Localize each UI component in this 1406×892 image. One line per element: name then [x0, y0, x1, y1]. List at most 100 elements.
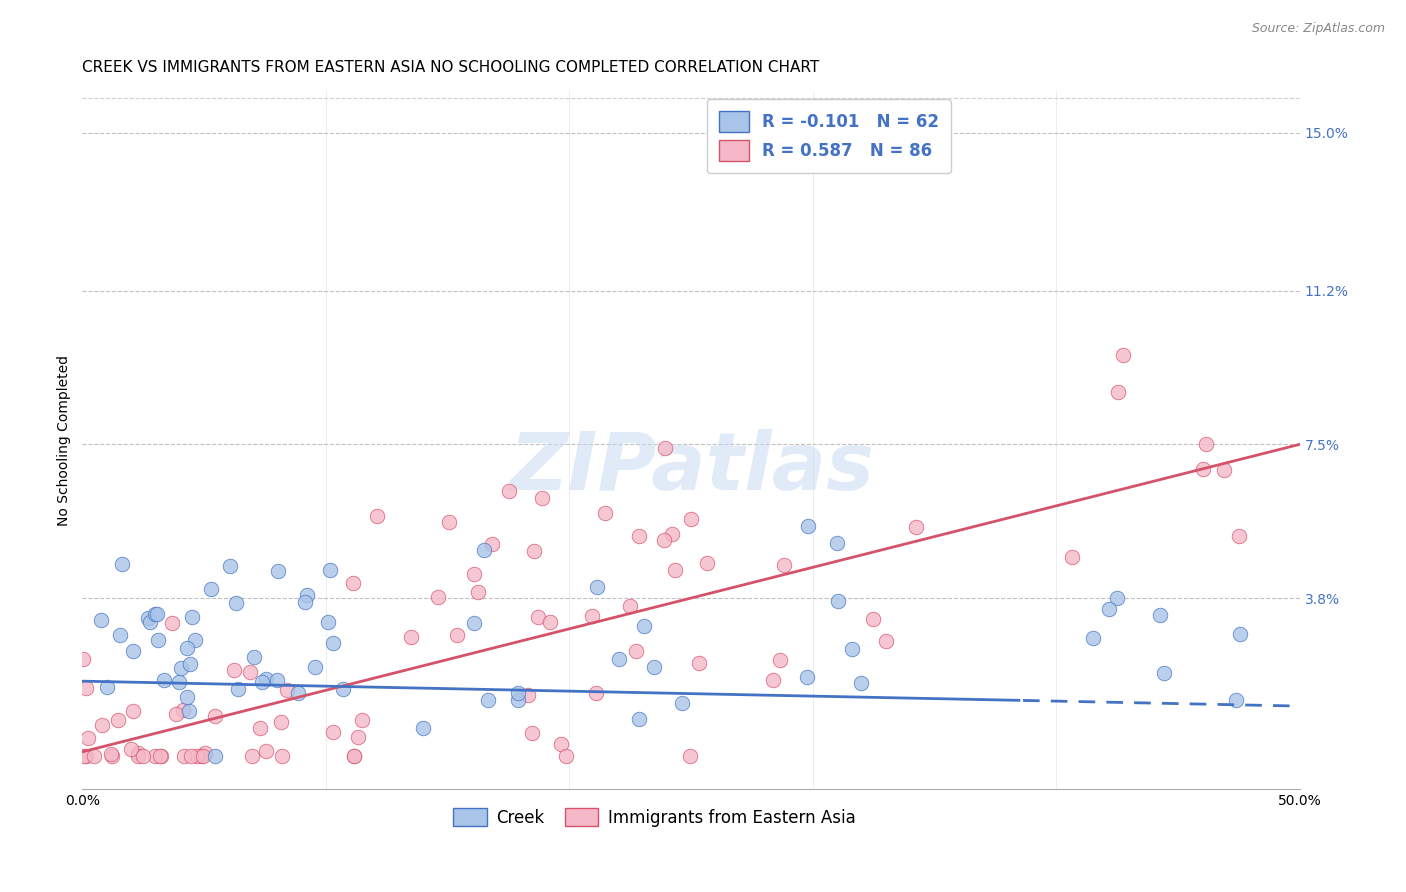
Point	[654, 441, 676, 455]
Point	[366, 508, 388, 523]
Point	[90, 717, 112, 731]
Point	[628, 529, 651, 543]
Point	[1227, 529, 1250, 543]
Point	[593, 506, 616, 520]
Point	[343, 749, 366, 764]
Point	[342, 576, 364, 591]
Point	[249, 721, 271, 735]
Point	[1195, 437, 1218, 451]
Point	[143, 749, 166, 764]
Point	[75, 749, 97, 764]
Point	[825, 536, 848, 550]
Point	[143, 607, 166, 621]
Point	[121, 644, 143, 658]
Point	[127, 749, 149, 764]
Point	[581, 608, 603, 623]
Point	[190, 749, 212, 764]
Point	[905, 519, 928, 533]
Y-axis label: No Schooling Completed: No Schooling Completed	[58, 355, 72, 525]
Point	[688, 656, 710, 670]
Point	[160, 615, 183, 630]
Point	[332, 682, 354, 697]
Point	[170, 661, 193, 675]
Point	[671, 696, 693, 710]
Point	[527, 609, 550, 624]
Point	[96, 680, 118, 694]
Point	[446, 628, 468, 642]
Point	[796, 670, 818, 684]
Point	[242, 749, 264, 764]
Point	[522, 725, 544, 739]
Point	[136, 610, 159, 624]
Point	[619, 599, 641, 614]
Point	[851, 676, 873, 690]
Point	[243, 649, 266, 664]
Point	[1112, 348, 1135, 362]
Point	[585, 580, 607, 594]
Point	[1153, 666, 1175, 681]
Point	[467, 585, 489, 599]
Point	[224, 663, 246, 677]
Point	[252, 674, 274, 689]
Point	[426, 591, 449, 605]
Text: ZIPatlas: ZIPatlas	[509, 429, 873, 507]
Point	[204, 708, 226, 723]
Point	[696, 556, 718, 570]
Point	[319, 563, 342, 577]
Point	[550, 737, 572, 751]
Text: Source: ZipAtlas.com: Source: ZipAtlas.com	[1251, 22, 1385, 36]
Point	[228, 682, 250, 697]
Point	[628, 712, 651, 726]
Point	[107, 713, 129, 727]
Point	[1098, 601, 1121, 615]
Point	[1081, 631, 1104, 645]
Point	[139, 615, 162, 629]
Point	[654, 533, 676, 547]
Point	[173, 749, 195, 764]
Point	[827, 594, 849, 608]
Point	[538, 615, 561, 629]
Point	[463, 566, 485, 581]
Point	[297, 588, 319, 602]
Point	[679, 749, 702, 764]
Point	[176, 690, 198, 705]
Point	[607, 651, 630, 665]
Point	[1225, 692, 1247, 706]
Point	[149, 749, 172, 764]
Point	[875, 634, 897, 648]
Point	[626, 644, 648, 658]
Point	[132, 749, 155, 764]
Point	[225, 596, 247, 610]
Point	[472, 543, 495, 558]
Point	[322, 724, 344, 739]
Point	[508, 686, 530, 700]
Point	[287, 686, 309, 700]
Point	[127, 747, 149, 761]
Point	[643, 659, 665, 673]
Point	[101, 749, 124, 764]
Point	[110, 557, 132, 571]
Point	[254, 744, 277, 758]
Point	[149, 749, 172, 764]
Point	[773, 558, 796, 572]
Text: CREEK VS IMMIGRANTS FROM EASTERN ASIA NO SCHOOLING COMPLETED CORRELATION CHART: CREEK VS IMMIGRANTS FROM EASTERN ASIA NO…	[83, 60, 820, 75]
Point	[523, 543, 546, 558]
Point	[1107, 385, 1129, 400]
Point	[122, 704, 145, 718]
Point	[664, 563, 686, 577]
Point	[153, 673, 176, 687]
Point	[322, 636, 344, 650]
Point	[108, 628, 131, 642]
Point	[506, 692, 529, 706]
Point	[1060, 550, 1083, 565]
Point	[1229, 627, 1251, 641]
Point	[862, 612, 884, 626]
Point	[165, 706, 187, 721]
Point	[169, 674, 191, 689]
Point	[498, 483, 520, 498]
Point	[841, 641, 863, 656]
Point	[1149, 607, 1171, 622]
Point	[318, 615, 340, 630]
Point	[179, 657, 201, 671]
Point	[254, 672, 277, 686]
